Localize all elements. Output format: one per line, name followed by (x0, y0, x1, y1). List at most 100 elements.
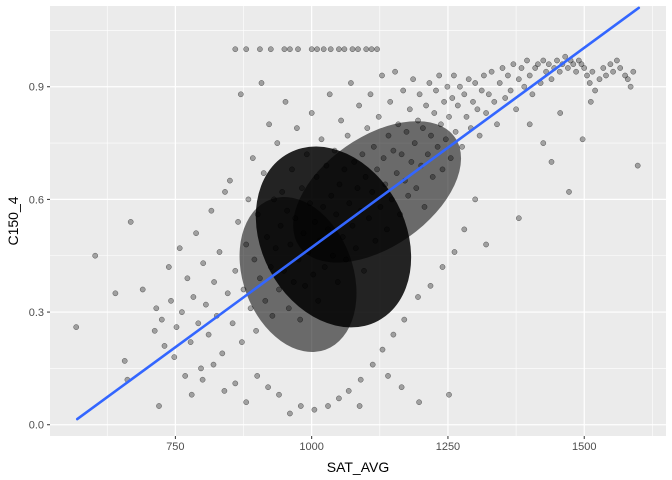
data-point (476, 132, 483, 139)
data-point (557, 110, 564, 116)
data-point (540, 140, 547, 146)
data-point (446, 391, 452, 398)
y-tick-label: 0.9 (29, 82, 44, 94)
data-point (195, 320, 202, 327)
data-point (439, 166, 446, 173)
data-point (499, 65, 506, 71)
data-point (415, 117, 421, 124)
data-point (362, 174, 369, 180)
data-point (408, 159, 415, 165)
data-point (457, 83, 463, 90)
y-tick-label: 0.0 (29, 420, 44, 432)
y-axis-title: C150_4 (5, 196, 21, 245)
data-point (483, 110, 489, 116)
data-point (614, 57, 620, 64)
data-point (410, 76, 416, 83)
data-point (258, 80, 265, 86)
data-point (429, 174, 436, 180)
data-point (384, 226, 390, 233)
data-point (488, 68, 495, 75)
data-point (581, 65, 588, 71)
trend-line (75, 6, 641, 421)
data-point (398, 151, 405, 158)
data-point (348, 80, 354, 86)
data-point (308, 46, 315, 53)
data-point (271, 196, 277, 203)
data-point (232, 267, 239, 274)
data-point (545, 61, 552, 68)
data-point (356, 102, 362, 109)
data-point (345, 388, 352, 394)
data-point (224, 290, 231, 297)
data-point (532, 65, 539, 71)
data-point (406, 106, 413, 113)
data-point (254, 373, 261, 379)
data-point (326, 91, 333, 98)
data-point (156, 403, 162, 409)
data-point (596, 76, 603, 83)
data-point (377, 204, 384, 210)
data-point (454, 102, 461, 109)
data-point (387, 98, 394, 105)
data-point (325, 226, 331, 233)
data-point (243, 399, 250, 406)
data-point (600, 65, 607, 71)
data-point (483, 241, 489, 248)
data-point (627, 83, 634, 90)
data-point (346, 200, 353, 207)
x-tick-label: 1000 (299, 441, 323, 453)
data-point (416, 91, 423, 98)
data-point (308, 110, 315, 116)
data-point (589, 68, 596, 75)
data-point (260, 170, 267, 176)
x-tick-label: 1250 (436, 441, 460, 453)
data-point (287, 46, 293, 53)
data-point (188, 391, 195, 398)
data-point (411, 140, 418, 146)
data-point (127, 219, 134, 225)
data-point (421, 204, 428, 210)
data-point (216, 249, 223, 255)
data-point (349, 46, 356, 53)
data-point (428, 132, 434, 139)
data-point (279, 189, 286, 195)
data-point (331, 147, 338, 154)
data-point (607, 61, 614, 68)
data-point (243, 46, 250, 53)
data-point (579, 136, 586, 143)
data-point (610, 68, 616, 75)
data-point (327, 46, 334, 53)
data-point (447, 155, 454, 161)
data-point (446, 113, 452, 120)
x-tick-label: 750 (166, 441, 184, 453)
data-point (179, 309, 185, 315)
data-point (434, 143, 441, 150)
data-point (300, 230, 307, 237)
data-point (426, 80, 433, 86)
data-point (73, 324, 80, 330)
data-point (630, 68, 637, 75)
data-point (355, 46, 361, 53)
data-point (276, 391, 282, 398)
data-point (423, 102, 429, 109)
data-point (251, 256, 258, 263)
data-point (203, 301, 209, 308)
data-point (566, 189, 572, 195)
data-point (518, 65, 525, 71)
data-point (375, 113, 382, 120)
data-point (190, 294, 197, 300)
data-point (352, 245, 359, 252)
data-point (151, 327, 158, 334)
data-point (403, 128, 410, 135)
data-point (313, 174, 320, 180)
data-point (617, 65, 624, 71)
data-point (312, 219, 318, 225)
data-point (478, 87, 485, 94)
data-point (229, 320, 236, 327)
x-axis-title: SAT_AVG (327, 459, 390, 475)
data-point (219, 350, 226, 357)
data-point (603, 72, 609, 79)
data-point (221, 388, 228, 394)
data-point (208, 207, 215, 214)
data-point (182, 373, 189, 379)
